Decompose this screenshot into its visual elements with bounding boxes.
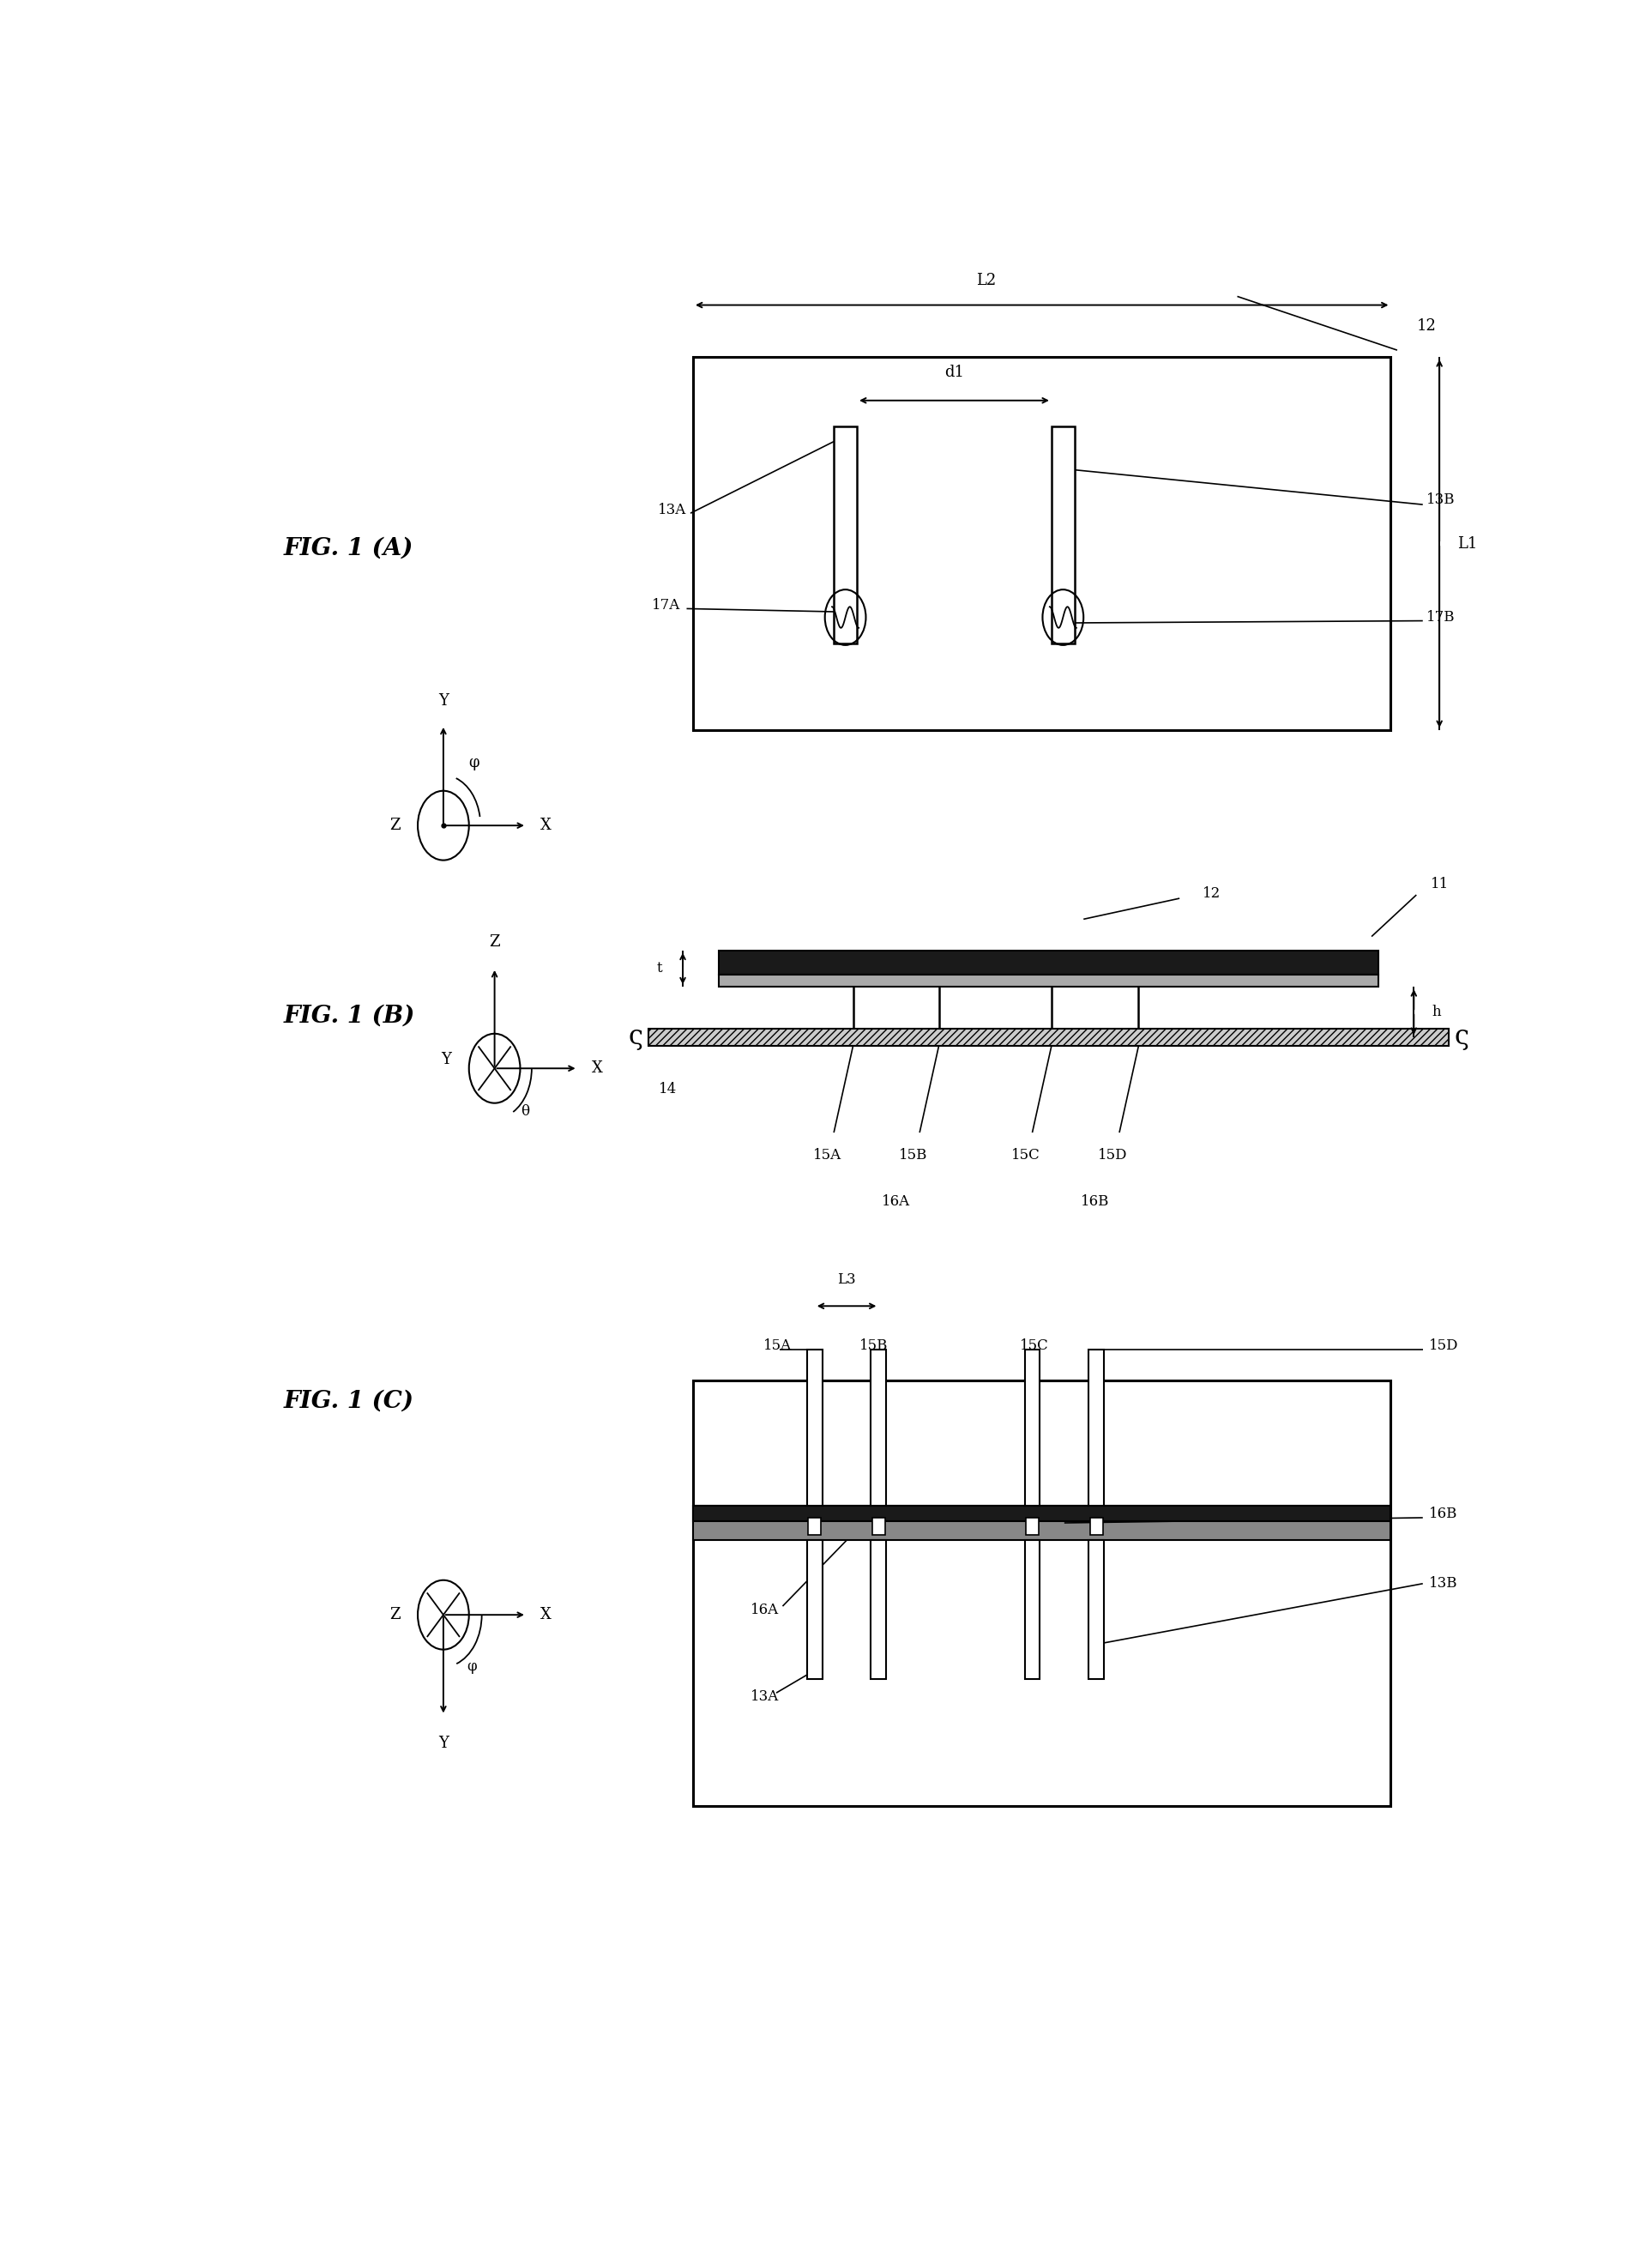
Text: φ: φ — [466, 1660, 476, 1674]
Text: 11: 11 — [1431, 876, 1449, 892]
Text: 16B: 16B — [1080, 1194, 1110, 1210]
Text: d1: d1 — [945, 365, 965, 381]
Text: 17B: 17B — [1427, 611, 1455, 624]
Text: 15C: 15C — [1019, 1338, 1049, 1354]
Bar — [1089, 1350, 1104, 1505]
Text: t: t — [657, 962, 662, 976]
Text: 15A: 15A — [813, 1147, 841, 1163]
Text: 13B: 13B — [1427, 491, 1455, 507]
Text: X: X — [540, 1606, 552, 1622]
Text: ς: ς — [1454, 1023, 1469, 1050]
Text: Z: Z — [489, 935, 501, 949]
Text: Z: Z — [390, 818, 400, 834]
Text: 15B: 15B — [899, 1147, 927, 1163]
Text: L1: L1 — [1457, 536, 1477, 552]
Bar — [1026, 1519, 1039, 1534]
Text: 17A: 17A — [651, 597, 681, 613]
Text: 13A: 13A — [750, 1690, 780, 1703]
Bar — [719, 951, 1378, 976]
Text: 16A: 16A — [750, 1602, 780, 1618]
Bar — [872, 1519, 885, 1534]
Bar — [1052, 426, 1074, 644]
Text: L3: L3 — [838, 1273, 856, 1286]
Bar — [1090, 1519, 1104, 1534]
Text: φ: φ — [469, 755, 479, 771]
Text: 15D: 15D — [1099, 1147, 1128, 1163]
Bar — [719, 976, 1378, 987]
Bar — [806, 1541, 823, 1678]
Text: Y: Y — [438, 694, 448, 707]
Text: h: h — [1432, 1005, 1442, 1018]
Bar — [694, 356, 1391, 730]
Text: θ: θ — [520, 1104, 530, 1120]
Text: 12: 12 — [1417, 318, 1437, 333]
Text: FIG. 1 (B): FIG. 1 (B) — [284, 1005, 415, 1027]
Bar — [871, 1350, 887, 1505]
Text: X: X — [540, 818, 552, 834]
Bar — [694, 1505, 1391, 1541]
Text: Z: Z — [390, 1606, 400, 1622]
Text: FIG. 1 (C): FIG. 1 (C) — [284, 1390, 413, 1413]
Bar — [694, 1381, 1391, 1805]
Text: 15B: 15B — [859, 1338, 889, 1354]
Bar — [1089, 1541, 1104, 1678]
Bar — [834, 426, 857, 644]
Text: ς: ς — [628, 1023, 643, 1050]
Text: 14: 14 — [657, 1081, 677, 1097]
Text: 13A: 13A — [657, 502, 687, 516]
Text: 15A: 15A — [763, 1338, 791, 1354]
Text: 15D: 15D — [1429, 1338, 1459, 1354]
Text: 13B: 13B — [1429, 1577, 1459, 1591]
Bar — [1024, 1350, 1041, 1505]
Text: L2: L2 — [976, 273, 996, 288]
Bar — [694, 1505, 1391, 1521]
Bar — [871, 1541, 887, 1678]
Bar — [808, 1519, 821, 1534]
Bar — [1024, 1541, 1041, 1678]
Text: 16B: 16B — [1429, 1507, 1457, 1521]
Text: Y: Y — [438, 1735, 448, 1751]
Text: 16A: 16A — [882, 1194, 910, 1210]
Text: X: X — [591, 1061, 603, 1077]
Text: 12: 12 — [1203, 885, 1221, 901]
Bar — [648, 1027, 1449, 1045]
Text: FIG. 1 (A): FIG. 1 (A) — [284, 536, 413, 559]
Bar — [806, 1350, 823, 1505]
Text: 15C: 15C — [1011, 1147, 1041, 1163]
Text: Y: Y — [441, 1052, 451, 1068]
